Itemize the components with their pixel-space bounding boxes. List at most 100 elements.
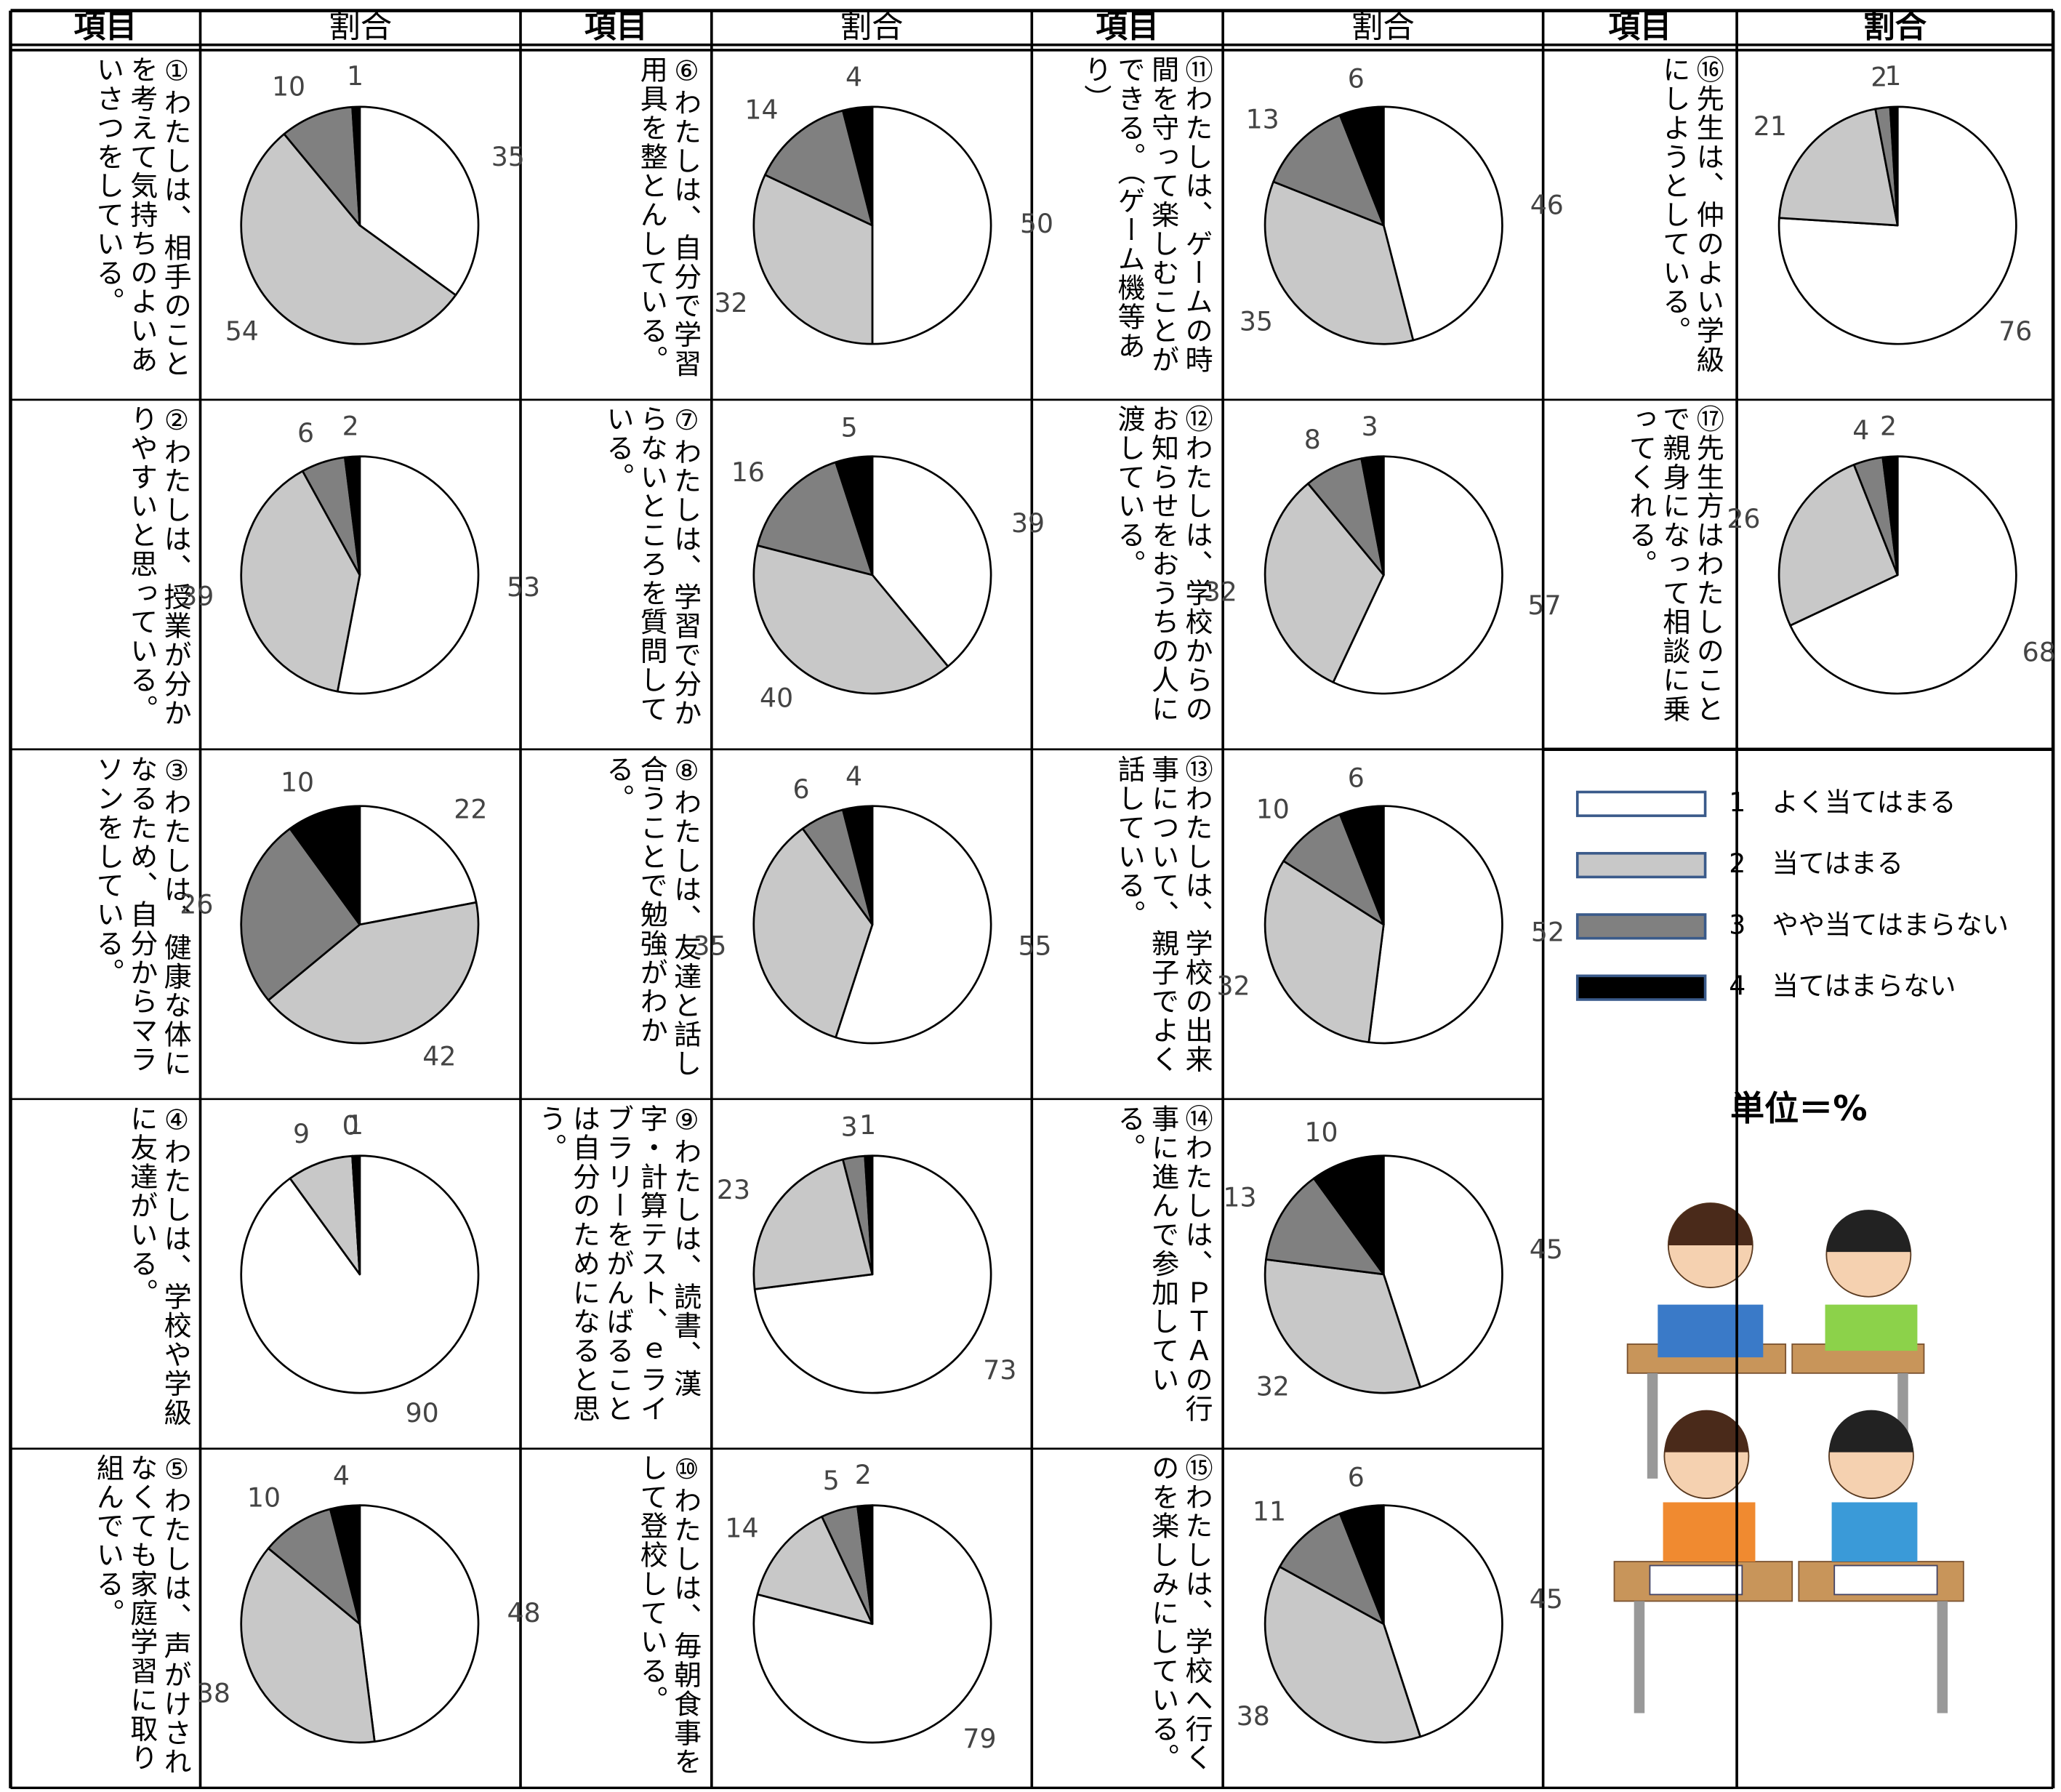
pie-slice [864,1154,874,1276]
value-label: 38 [197,1678,230,1709]
value-label: 9 [293,1118,310,1149]
legend-swatch [1575,790,1707,817]
item-text: ①わたしは、相手のことを考えて気持ちのよいあいさつをしている。 [18,55,192,387]
legend-swatch [1575,851,1707,879]
pie-slice [1338,1504,1385,1626]
header-label: 項目 [584,9,648,45]
value-label: 68 [2022,637,2056,668]
item-text: ⑤わたしは、声がけされなくても家庭学習に取り組んでいる。 [18,1454,192,1786]
pie-slice [351,1154,361,1276]
value-label: 6 [1348,63,1365,95]
value-label: 10 [247,1482,281,1513]
value-label: 48 [507,1597,540,1628]
item-text: ⑥わたしは、自分で学習用具を整とんしている。 [529,55,702,387]
value-label: 1 [1884,60,1901,92]
value-label: 10 [281,767,314,798]
pie-slice [871,105,992,345]
value-label: 2 [1880,410,1897,441]
item-text-box: ②わたしは、授業が分かりやすいと思っている。 [18,405,193,737]
item-text: ③わたしは、健康な体になるため、自分からマラソンをしている。 [18,755,192,1087]
item-text-box: ⑬わたしは、学校の出来事について、親子でよく話している。 [1114,754,1214,1074]
value-label: 79 [963,1723,996,1754]
item-text: ⑰先生方はわたしのことで親身になって相談に乗ってくれる。 [1551,405,1725,737]
item-text: ⑦わたしは、学習で分からないところを質問している。 [529,405,702,737]
value-label: 53 [507,571,540,603]
pie-slice [344,455,361,576]
pie-slice [752,174,874,345]
pie-slice [1889,105,1899,227]
value-label: 3 [1362,411,1378,442]
value-label: 13 [1223,1182,1256,1213]
value-label: 6 [792,774,809,805]
value-label: 54 [225,316,259,347]
pie-slice [1263,1565,1422,1744]
value-label: 73 [983,1354,1016,1386]
item-text-box: ⑯先生は、仲のよい学級にしようとしている。 [1551,55,1725,387]
value-label: 4 [845,62,862,93]
item-text: ②わたしは、授業が分かりやすいと思っている。 [18,405,193,737]
pie-slice [1338,105,1385,227]
value-label: 16 [731,457,765,488]
value-label: 5 [823,1465,840,1496]
value-label: 42 [422,1041,456,1072]
pie-slice [1367,805,1503,1045]
value-label: 3 [841,1111,858,1142]
value-label: 14 [725,1512,758,1543]
value-label: 26 [180,888,213,920]
item-statement: わたしは、学校の出来事について、親子でよく話している。 [1114,754,1214,1074]
pie-slice [1382,1504,1503,1738]
value-label: 39 [180,581,214,612]
legend-label: 3 やや当てはまらない [1729,909,2009,940]
pie-slice [752,827,874,1039]
value-label: 39 [1011,507,1045,539]
value-label: 8 [1304,424,1321,455]
pie-slice [240,827,361,1002]
value-label: 45 [1530,1583,1563,1615]
pie-slice [358,105,480,297]
pie-slice [358,805,478,926]
pie-slice [752,544,949,695]
header-label: 割合 [329,9,392,45]
item-number: ⑧ [670,754,703,788]
item-text: ⑨わたしは、読書、漢字・計算テスト、ｅライブラリーをがんばることは自分のためにな… [529,1104,702,1437]
pie-slice [752,1158,874,1290]
header-label: 割合 [1351,9,1415,45]
value-label: 1 [347,60,363,92]
pie-slice [289,805,361,926]
value-label: 10 [1256,793,1290,824]
pie-slice [1272,113,1385,227]
item-number: ⑮ [1181,1453,1214,1483]
legend-swatch [1575,913,1707,940]
item-statement: わたしは、友達と話し合うことで勉強がわかる。 [603,754,703,1078]
value-label: 32 [714,287,747,318]
pie-slice [842,105,874,227]
value-label: 21 [1753,111,1787,142]
item-text: ⑯先生は、仲のよい学級にしようとしている。 [1551,55,1725,387]
item-number: ⑪ [1181,55,1214,85]
value-label: 45 [1530,1234,1563,1265]
item-statement: 先生方はわたしのことで親身になって相談に乗ってくれる。 [1626,405,1725,724]
item-number: ⑬ [1181,754,1214,784]
pie-slice [1777,105,2017,345]
pie-slice [1263,1258,1422,1394]
value-label: 22 [454,793,487,824]
item-text: ⑮わたしは、学校へ行くのを楽しみにしている。 [1040,1453,1214,1786]
value-label: 6 [297,417,314,449]
item-number: ⑩ [670,1453,703,1487]
item-number: ③ [161,754,193,788]
pie-slice [1282,813,1385,926]
item-statement: わたしは、相手のことを考えて気持ちのよいあいさつをしている。 [93,55,193,379]
pie-slice [1313,1154,1385,1276]
value-label: 2 [342,410,359,441]
value-label: 23 [717,1174,750,1205]
pie-slice [756,1515,874,1626]
pie-slice [871,455,992,667]
item-text-box: ④わたしは、学校や学級に友達がいる。 [126,1104,193,1428]
item-text: ⑪わたしは、ゲームの時間を守って楽しむことができる。（ゲーム機等あり） [1040,55,1214,387]
value-label: 4 [845,760,862,792]
item-statement: わたしは、学校や学級に友達がいる。 [126,1104,193,1428]
value-label: 35 [1240,305,1273,337]
value-label: 11 [1253,1496,1286,1527]
value-label: 2 [1871,62,1887,93]
